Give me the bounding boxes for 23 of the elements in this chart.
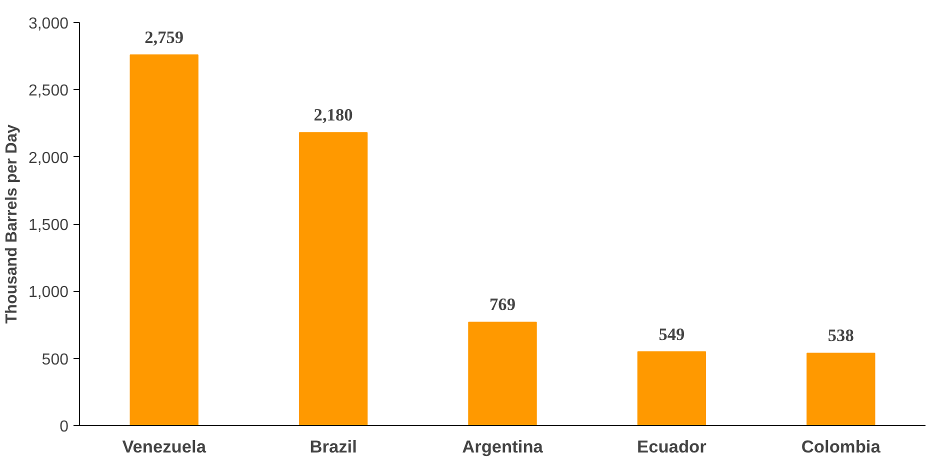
y-tick-label: 500 xyxy=(42,351,69,368)
data-label: 2,759 xyxy=(144,28,184,47)
x-tick-label: Argentina xyxy=(462,436,544,456)
y-tick-label: 0 xyxy=(60,418,69,436)
y-tick-label: 2,000 xyxy=(28,150,69,167)
bar xyxy=(130,54,198,426)
bar xyxy=(637,351,706,426)
x-tick-label: Ecuador xyxy=(637,436,707,456)
x-tick-label: Venezuela xyxy=(122,436,206,456)
y-tick-label: 3,000 xyxy=(28,16,69,32)
data-label: 2,180 xyxy=(314,106,353,125)
bar xyxy=(468,322,537,426)
y-tick-label: 2,500 xyxy=(28,82,69,100)
y-axis-title: Thousand Barrels per Day xyxy=(3,124,20,324)
y-tick-label: 1,500 xyxy=(28,217,69,234)
data-label: 549 xyxy=(658,324,686,344)
bar xyxy=(298,132,368,426)
data-label: 538 xyxy=(828,326,854,346)
bar xyxy=(806,352,876,426)
data-label: 769 xyxy=(490,295,516,314)
x-tick-label: Colombia xyxy=(801,436,881,456)
x-tick-label: Brazil xyxy=(310,436,357,456)
y-tick-label: 1,000 xyxy=(28,284,69,302)
